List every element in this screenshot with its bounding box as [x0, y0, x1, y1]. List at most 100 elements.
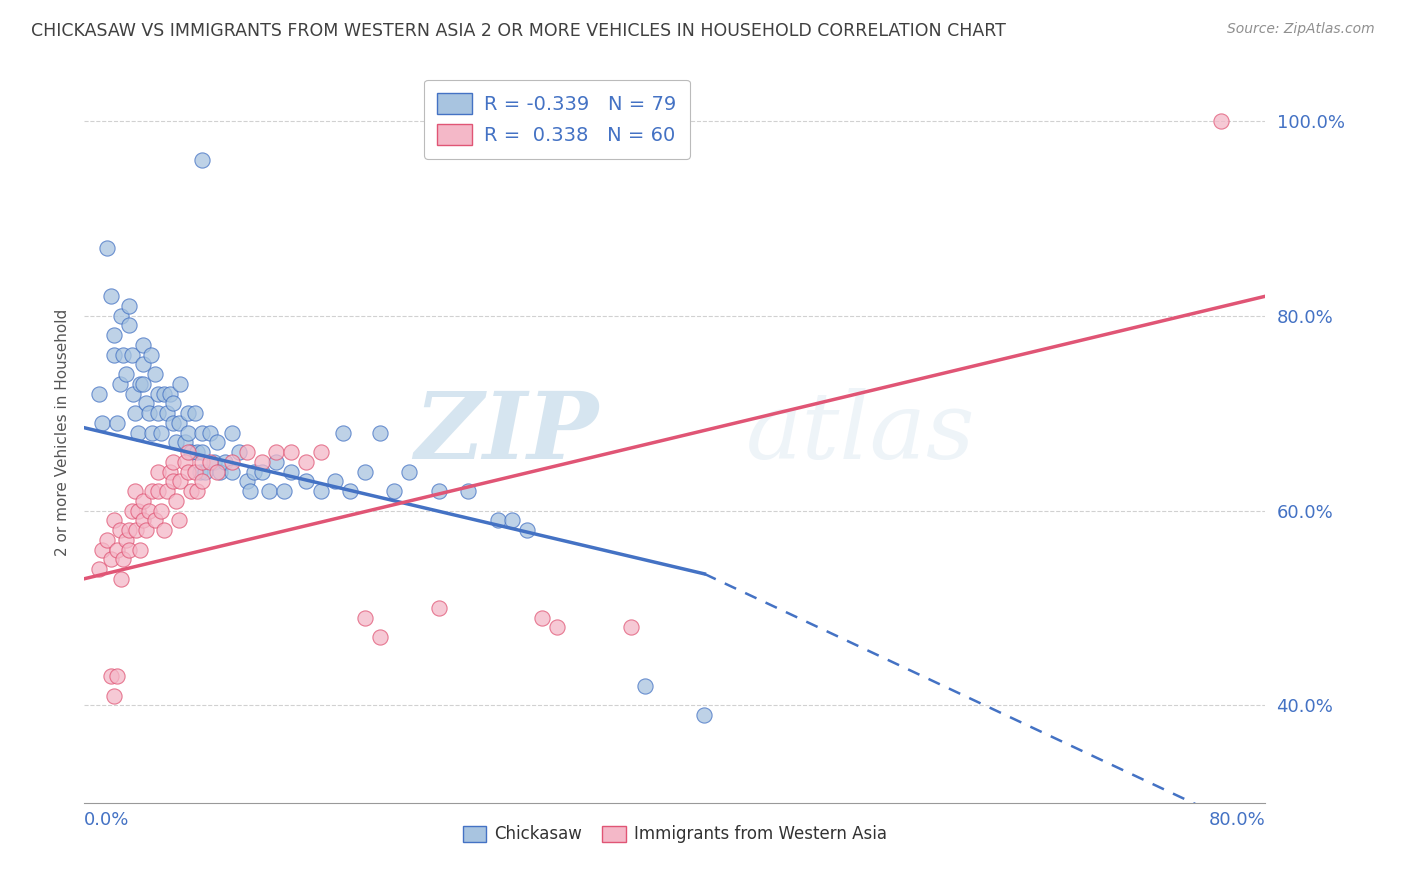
- Point: [132, 493, 155, 508]
- Point: [162, 416, 184, 430]
- Point: [96, 240, 118, 255]
- Point: [180, 445, 202, 459]
- Point: [214, 455, 236, 469]
- Point: [273, 484, 295, 499]
- Point: [148, 484, 170, 499]
- Point: [368, 425, 391, 440]
- Point: [354, 465, 377, 479]
- Point: [236, 475, 259, 489]
- Point: [207, 465, 229, 479]
- Point: [177, 425, 200, 440]
- Point: [91, 542, 114, 557]
- Point: [100, 669, 122, 683]
- Point: [148, 465, 170, 479]
- Point: [118, 318, 141, 333]
- Point: [191, 445, 214, 459]
- Point: [266, 455, 288, 469]
- Text: Source: ZipAtlas.com: Source: ZipAtlas.com: [1227, 22, 1375, 37]
- Point: [141, 484, 163, 499]
- Point: [295, 475, 318, 489]
- Point: [87, 386, 111, 401]
- Point: [188, 465, 211, 479]
- Point: [309, 445, 332, 459]
- Point: [103, 328, 125, 343]
- Point: [167, 416, 190, 430]
- Point: [180, 484, 202, 499]
- Point: [177, 406, 200, 420]
- Point: [110, 309, 132, 323]
- Point: [243, 465, 266, 479]
- Point: [124, 406, 146, 420]
- Point: [221, 425, 243, 440]
- Point: [368, 630, 391, 644]
- Point: [162, 396, 184, 410]
- Point: [186, 484, 208, 499]
- Point: [118, 542, 141, 557]
- Point: [165, 493, 187, 508]
- Point: [159, 386, 181, 401]
- Point: [280, 445, 302, 459]
- Point: [124, 484, 146, 499]
- Text: atlas: atlas: [745, 388, 976, 477]
- Point: [280, 465, 302, 479]
- Point: [141, 425, 163, 440]
- Point: [127, 503, 149, 517]
- Point: [325, 475, 347, 489]
- Point: [257, 484, 280, 499]
- Point: [121, 348, 143, 362]
- Point: [87, 562, 111, 576]
- Point: [221, 465, 243, 479]
- Point: [162, 475, 184, 489]
- Point: [486, 513, 509, 527]
- Point: [173, 455, 195, 469]
- Point: [108, 523, 131, 537]
- Point: [191, 153, 214, 167]
- Point: [96, 533, 118, 547]
- Point: [105, 669, 128, 683]
- Point: [150, 503, 173, 517]
- Point: [198, 425, 221, 440]
- Legend: Chickasaw, Immigrants from Western Asia: Chickasaw, Immigrants from Western Asia: [456, 819, 894, 850]
- Point: [100, 552, 122, 566]
- Text: CHICKASAW VS IMMIGRANTS FROM WESTERN ASIA 2 OR MORE VEHICLES IN HOUSEHOLD CORREL: CHICKASAW VS IMMIGRANTS FROM WESTERN ASI…: [31, 22, 1005, 40]
- Point: [693, 708, 716, 723]
- Point: [191, 425, 214, 440]
- Point: [382, 484, 406, 499]
- Point: [143, 367, 166, 381]
- Point: [295, 455, 318, 469]
- Point: [620, 620, 643, 634]
- Point: [250, 455, 273, 469]
- Point: [118, 523, 141, 537]
- Point: [129, 542, 152, 557]
- Point: [198, 455, 221, 469]
- Point: [132, 358, 155, 372]
- Point: [111, 552, 134, 566]
- Point: [122, 386, 145, 401]
- Point: [427, 484, 450, 499]
- Point: [121, 503, 143, 517]
- Point: [1211, 114, 1233, 128]
- Point: [186, 445, 208, 459]
- Point: [111, 348, 134, 362]
- Point: [118, 299, 141, 313]
- Point: [125, 523, 148, 537]
- Point: [516, 523, 538, 537]
- Point: [162, 455, 184, 469]
- Point: [457, 484, 479, 499]
- Point: [156, 406, 179, 420]
- Point: [103, 348, 125, 362]
- Point: [139, 348, 162, 362]
- Point: [207, 435, 229, 450]
- Text: 80.0%: 80.0%: [1209, 811, 1265, 829]
- Point: [332, 425, 354, 440]
- Point: [91, 416, 114, 430]
- Point: [250, 465, 273, 479]
- Point: [354, 610, 377, 624]
- Point: [184, 406, 207, 420]
- Text: ZIP: ZIP: [413, 388, 598, 477]
- Point: [236, 445, 259, 459]
- Point: [173, 435, 195, 450]
- Point: [239, 484, 262, 499]
- Point: [108, 376, 131, 391]
- Point: [309, 484, 332, 499]
